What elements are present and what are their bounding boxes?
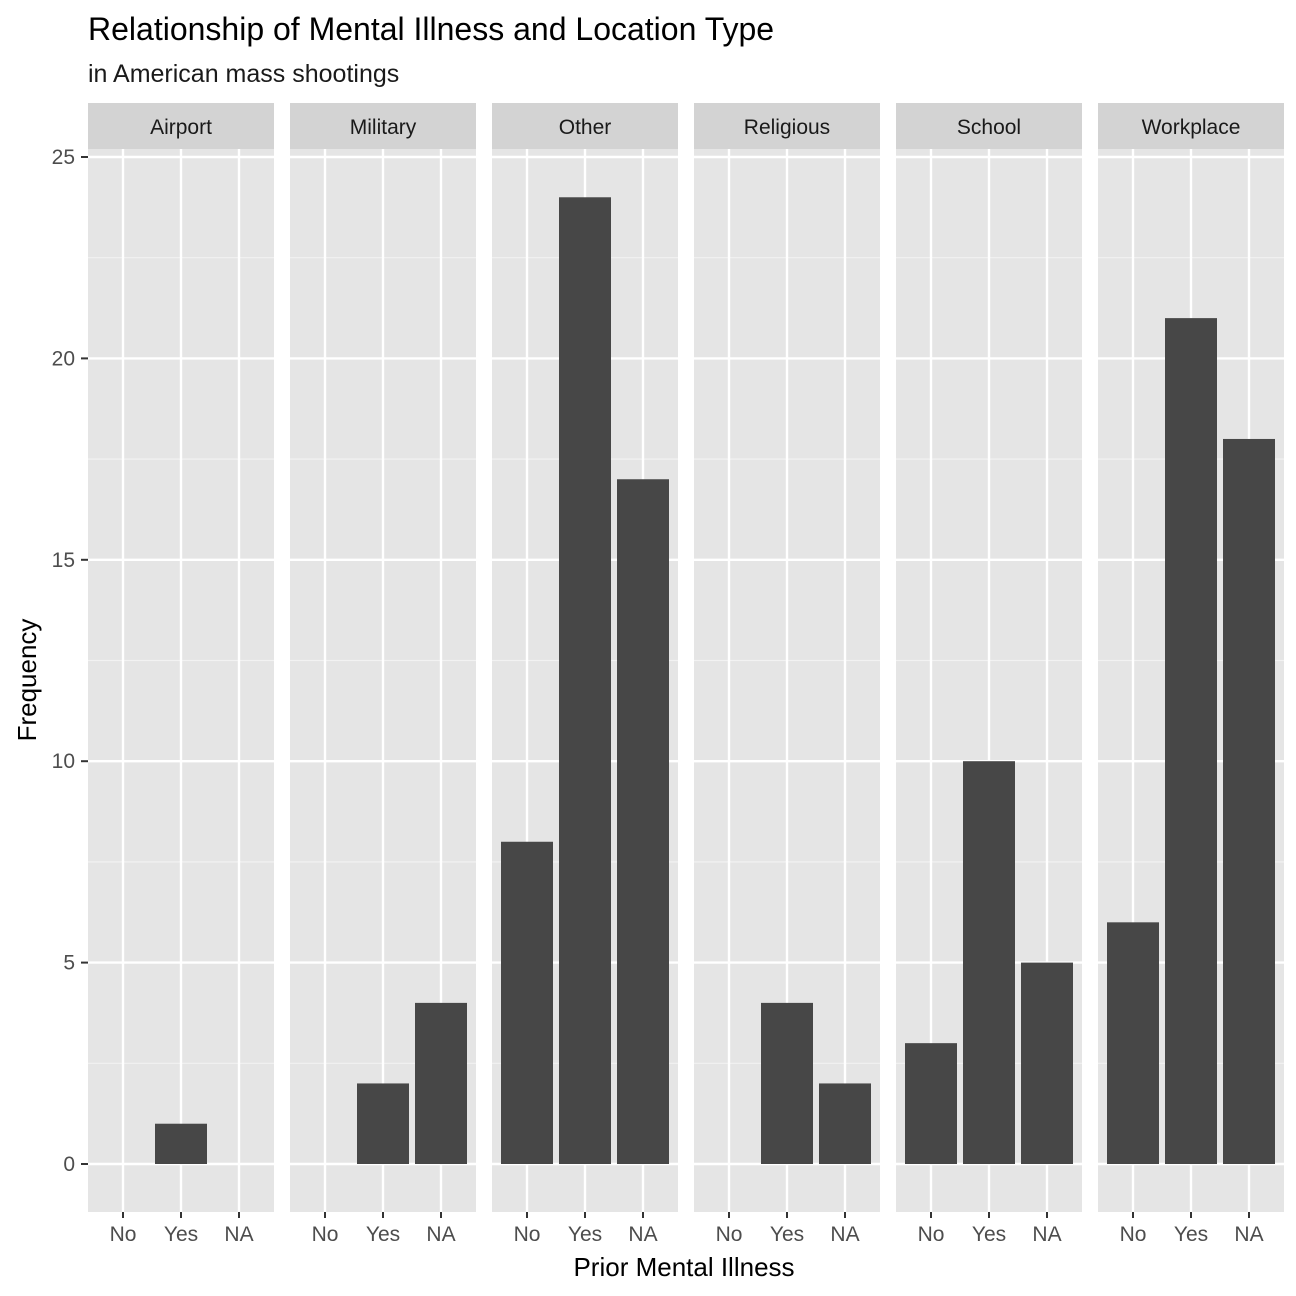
bar [559, 197, 611, 1164]
bar [357, 1083, 409, 1164]
bar [617, 479, 669, 1164]
bar [761, 1002, 813, 1164]
x-tick-label: Yes [568, 1223, 602, 1246]
x-tick-label: NA [1234, 1223, 1263, 1246]
x-tick-label: Yes [972, 1223, 1006, 1246]
x-tick-label: Yes [164, 1223, 198, 1246]
facet-strip [1098, 103, 1284, 149]
y-tick-label: 20 [52, 347, 75, 370]
x-tick-label: No [312, 1223, 339, 1246]
facet-label: Airport [150, 116, 212, 139]
y-axis: 0 5 10 15 20 25 [52, 146, 88, 1176]
facet-strip [492, 103, 678, 149]
bar [1223, 438, 1275, 1165]
facet-panel: Military No Yes NA [290, 103, 476, 1246]
facet-panel: Airport No Yes NA [88, 103, 274, 1246]
x-tick-label: NA [830, 1223, 859, 1246]
chart-title: Relationship of Mental Illness and Locat… [88, 11, 774, 47]
y-tick-label: 10 [52, 750, 75, 773]
x-tick-label: NA [224, 1223, 253, 1246]
facet-strip [896, 103, 1082, 149]
x-tick-label: No [716, 1223, 743, 1246]
x-tick-label: No [514, 1223, 541, 1246]
x-tick-label: NA [1032, 1223, 1061, 1246]
x-tick-label: Yes [770, 1223, 804, 1246]
facet-panel: Workplace No Yes NA [1098, 103, 1284, 1246]
facet-strip [290, 103, 476, 149]
facet-label: School [957, 116, 1021, 139]
x-tick-label: Yes [366, 1223, 400, 1246]
y-axis-title: Frequency [12, 619, 42, 742]
bar [1021, 962, 1073, 1164]
bar [415, 1002, 467, 1164]
facet-label: Workplace [1142, 116, 1241, 139]
y-tick-label: 5 [63, 952, 75, 975]
x-tick-label: No [110, 1223, 137, 1246]
facet-label: Other [559, 116, 612, 139]
x-tick-label: No [918, 1223, 945, 1246]
facet-panel: Religious No Yes NA [694, 103, 880, 1246]
bar [501, 841, 553, 1164]
bar [819, 1083, 871, 1164]
y-tick-label: 15 [52, 549, 75, 572]
facet-panels: Airport No Yes NA Military No Yes NA Other No Yes N… [88, 103, 1284, 1246]
y-tick-label: 0 [63, 1153, 75, 1176]
bar [905, 1043, 957, 1164]
x-tick-label: No [1120, 1223, 1147, 1246]
facet-panel: Other No Yes NA [492, 103, 678, 1246]
facet-label: Military [350, 116, 417, 139]
facet-strip [88, 103, 274, 149]
facet-strip [694, 103, 880, 149]
bar [1107, 922, 1159, 1164]
bar [1165, 318, 1217, 1164]
y-tick-label: 25 [52, 146, 75, 169]
bar [155, 1123, 207, 1164]
x-tick-label: Yes [1174, 1223, 1208, 1246]
x-axis-title: Prior Mental Illness [573, 1252, 794, 1282]
x-tick-label: NA [426, 1223, 455, 1246]
facet-panel: School No Yes NA [896, 103, 1082, 1246]
chart-subtitle: in American mass shootings [88, 60, 399, 88]
facet-label: Religious [744, 116, 830, 139]
bar [963, 761, 1015, 1164]
x-tick-label: NA [628, 1223, 657, 1246]
